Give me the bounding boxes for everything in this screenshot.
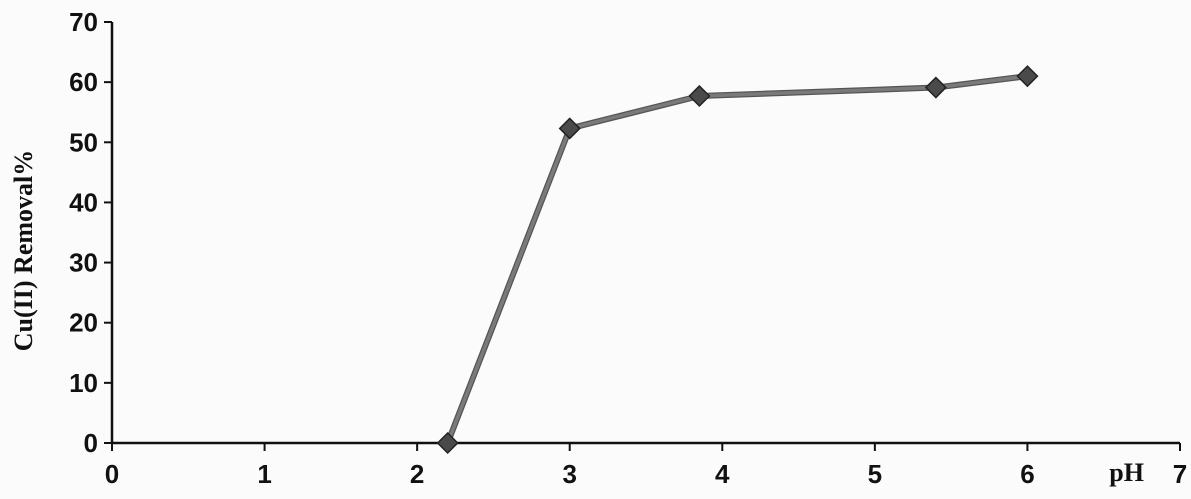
y-tick-label: 0 [84, 428, 98, 458]
x-tick-label: 2 [410, 459, 424, 489]
tick-marks [104, 21, 1181, 451]
y-tick-label: 40 [69, 187, 98, 217]
y-tick-label: 50 [69, 127, 98, 157]
x-tick-label: 7 [1173, 459, 1187, 489]
axes [110, 22, 1180, 445]
x-axis-title: pH [1109, 458, 1144, 487]
series-layer [436, 65, 1039, 455]
y-tick-label: 20 [69, 308, 98, 338]
x-tick-label: 6 [1020, 459, 1034, 489]
x-tick-label: 3 [562, 459, 576, 489]
series-line [446, 74, 1028, 444]
y-axis-title: Cu(II) Removal% [9, 150, 38, 352]
data-point-marker [436, 431, 459, 455]
x-tick-label: 4 [715, 459, 730, 489]
y-tick-label: 60 [69, 67, 98, 97]
data-point-marker [924, 76, 947, 99]
data-point-marker [688, 84, 711, 108]
data-point-marker [558, 117, 581, 140]
y-tick-label: 30 [69, 248, 98, 278]
series-line-outline [444, 73, 1028, 445]
data-point-marker [1016, 65, 1039, 88]
tick-labels: 0 10 20 30 40 50 60 70 0 1 2 3 4 5 6 7 [69, 7, 1187, 489]
y-tick-label: 70 [69, 7, 98, 37]
x-tick-label: 1 [257, 459, 271, 489]
y-tick-label: 10 [69, 368, 98, 398]
x-tick-label: 0 [105, 459, 119, 489]
x-tick-label: 5 [868, 459, 882, 489]
